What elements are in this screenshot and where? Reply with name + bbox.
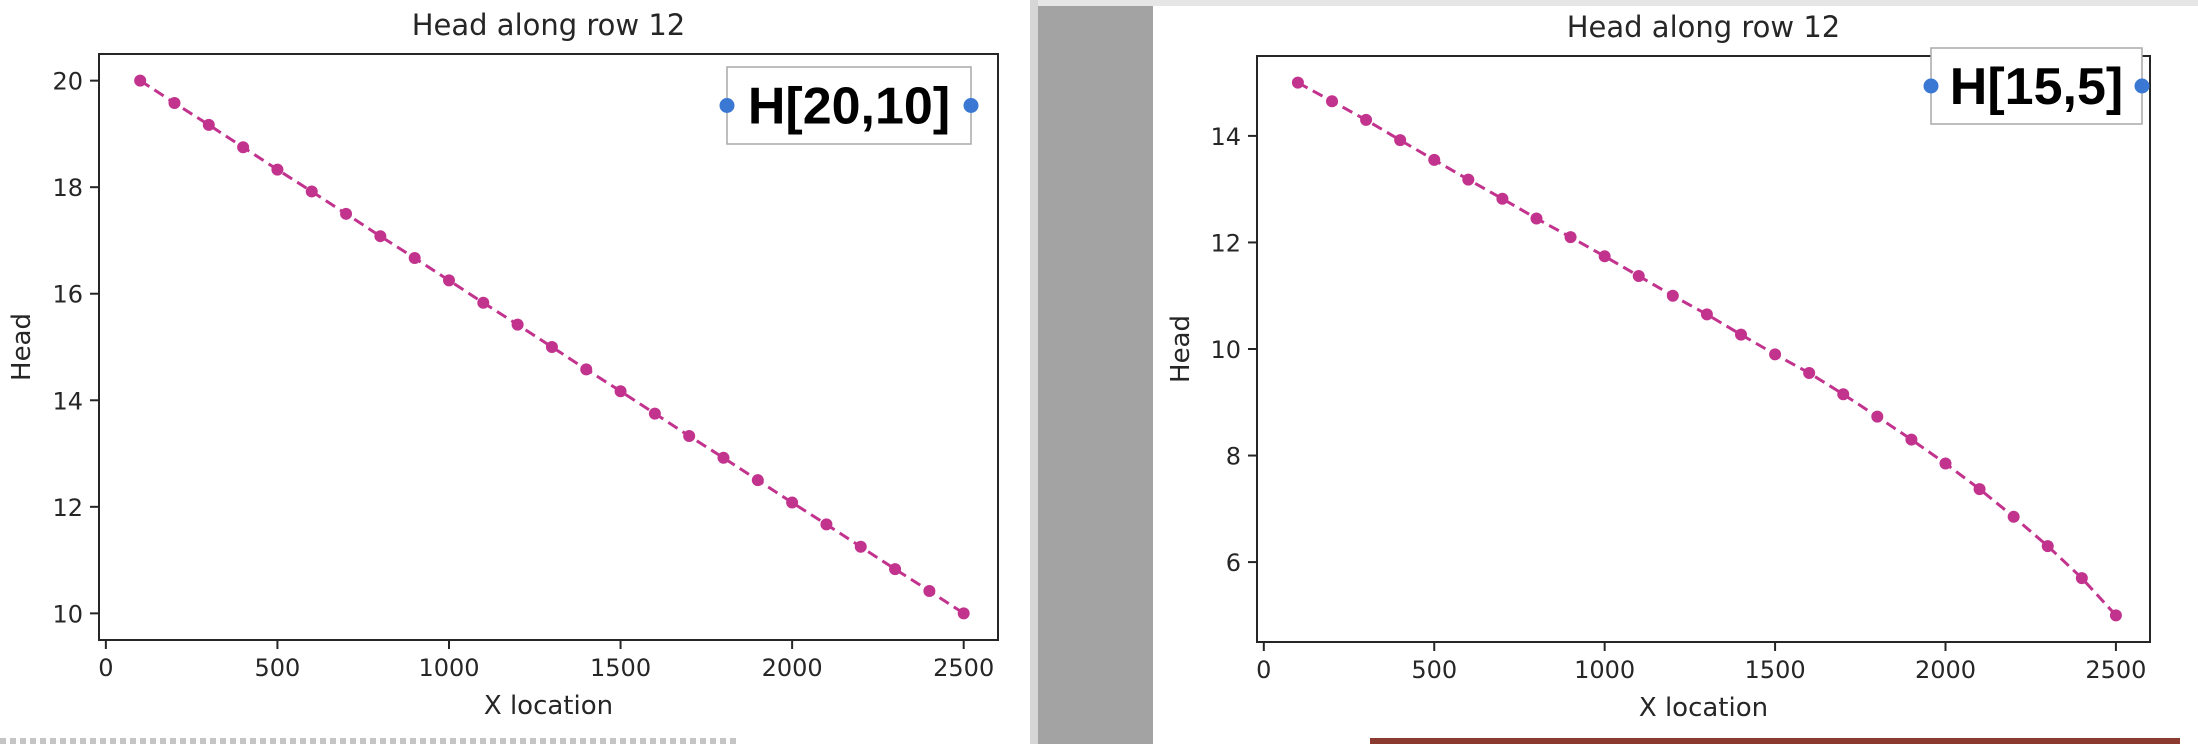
right-data-point [1803,366,1816,379]
right-data-point [1428,153,1441,166]
right-legend-label: H[15,5] [1950,58,2123,116]
right-data-point [2075,572,2088,585]
right-plot-frame [1256,55,2151,643]
left-y-axis-label: Head [7,313,37,381]
left-data-point [511,318,524,331]
left-chart-title: Head along row 12 [412,8,686,42]
right-resize-handle-left [1923,78,1939,94]
left-y-tick-label: 14 [52,387,83,415]
left-y-tick-label: 18 [52,174,83,202]
window-top-bar [1038,0,2198,6]
right-data-point [1939,457,1952,470]
background-text-strip [0,738,740,744]
right-data-point [1837,388,1850,401]
right-y-tick-label: 10 [1210,336,1241,364]
left-data-point [580,363,593,376]
window-edge [1030,0,1038,744]
left-data-point [648,407,661,420]
right-y-tick-label: 12 [1210,229,1241,257]
right-y-axis-label: Head [1166,315,1196,383]
left-data-point [614,385,627,398]
left-data-point [889,563,902,576]
left-data-point [408,252,421,265]
right-data-point [1496,192,1509,205]
right-data-point [1530,212,1543,225]
right-x-axis-label: X location [1639,693,1768,723]
left-plot-frame [98,53,999,641]
left-data-point [305,185,318,198]
left-data-point [923,584,936,597]
right-data-point [1394,134,1407,147]
right-x-tick-label: 1500 [1745,656,1806,684]
right-data-point [1734,328,1747,341]
right-data-point [2007,510,2020,523]
right-x-tick-label: 0 [1256,656,1271,684]
right-data-point [1564,231,1577,244]
left-resize-handle-right [963,98,979,113]
left-data-point [545,341,558,353]
right-data-point [2041,540,2054,553]
left-data-point [340,207,353,220]
left-data-point [202,118,215,131]
right-x-tick-label: 500 [1411,656,1457,684]
left-data-point [957,607,970,620]
left-data-point [854,540,867,553]
left-data-point [237,141,250,154]
left-data-point [683,429,696,442]
window-gap [1030,0,1153,744]
right-x-tick-label: 1000 [1574,656,1635,684]
right-x-tick-label: 2000 [1915,656,1976,684]
right-resize-handle-right [2134,78,2150,94]
left-data-point [374,230,387,243]
left-y-tick-label: 16 [52,281,83,309]
right-chart-title: Head along row 12 [1567,10,1841,44]
left-x-tick-label: 2000 [762,654,823,682]
right-data-point [1769,348,1782,361]
right-x-tick-label: 2500 [2085,656,2146,684]
left-data-point [477,296,490,309]
right-data-point [2109,609,2122,622]
left-x-tick-label: 0 [98,654,113,682]
right-data-point [1700,308,1713,321]
right-data-point [1291,76,1304,89]
background-window-strip [1370,738,2180,744]
left-data-point [134,74,147,87]
left-x-axis-label: X location [484,691,613,721]
right-data-point [1598,250,1611,263]
right-data-point [1666,289,1679,302]
left-x-tick-label: 2500 [933,654,994,682]
right-data-point [1325,95,1338,108]
right-legend-box [1930,47,2143,125]
left-data-point [442,274,455,287]
left-legend-label: H[20,10] [748,78,950,136]
right-y-tick-label: 14 [1210,123,1241,151]
chart-right: Head along row 12 0 500 1000 1500 2000 2500 6 8 1… [1166,10,2151,723]
right-data-point [1905,433,1918,446]
right-data-point [1632,270,1645,283]
right-data-point [1462,173,1475,186]
left-resize-handle-left [719,98,735,113]
left-data-point [751,474,764,487]
right-data-point [1871,410,1884,423]
right-series-line [1297,81,2118,617]
left-x-tick-label: 1000 [418,654,479,682]
left-data-point [168,97,181,110]
left-x-tick-label: 500 [255,654,301,682]
right-data-point [1973,483,1986,496]
left-data-point [786,496,799,509]
right-data-point [1360,113,1373,126]
left-data-point [717,451,730,464]
left-x-tick-label: 1500 [590,654,651,682]
left-y-tick-label: 10 [52,600,83,628]
chart-left: Head along row 12 0 500 1000 1500 2000 2500 10 1… [7,8,999,721]
left-data-point [271,163,284,176]
left-data-point [820,518,833,531]
left-y-tick-label: 12 [52,494,83,522]
right-y-tick-label: 6 [1226,549,1241,577]
left-y-tick-label: 20 [52,68,83,96]
right-y-tick-label: 8 [1226,443,1241,471]
